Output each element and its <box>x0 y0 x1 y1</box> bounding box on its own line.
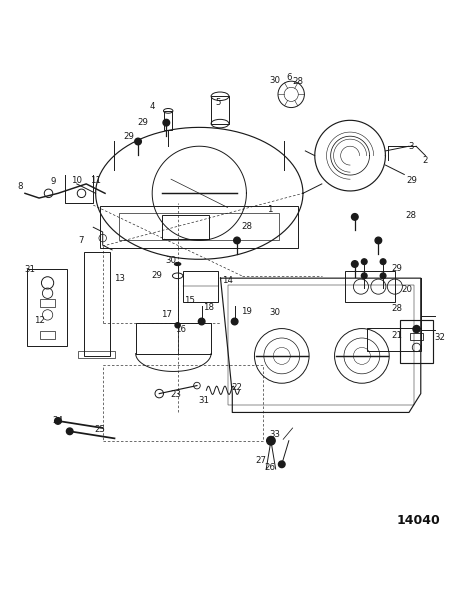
Circle shape <box>234 237 240 244</box>
Text: 28: 28 <box>392 304 403 313</box>
Text: 28: 28 <box>241 222 252 231</box>
Text: 29: 29 <box>406 176 417 185</box>
Text: 29: 29 <box>123 132 134 141</box>
Bar <box>40 299 55 307</box>
Text: 28: 28 <box>406 211 417 220</box>
Circle shape <box>380 259 386 264</box>
Text: 21: 21 <box>392 331 403 340</box>
Text: 23: 23 <box>170 390 181 399</box>
Text: 30: 30 <box>269 76 280 85</box>
Bar <box>78 351 116 358</box>
Circle shape <box>361 273 367 279</box>
Text: 29: 29 <box>152 271 162 280</box>
Circle shape <box>135 138 141 145</box>
Text: 31: 31 <box>24 265 35 274</box>
Text: 29: 29 <box>137 118 148 127</box>
Bar <box>346 271 395 302</box>
Bar <box>84 252 110 356</box>
Text: 1: 1 <box>267 206 273 214</box>
Bar <box>183 271 218 302</box>
Text: 19: 19 <box>241 307 252 315</box>
Text: 24: 24 <box>53 416 64 425</box>
Bar <box>211 96 229 124</box>
Bar <box>119 213 279 241</box>
Circle shape <box>352 261 358 267</box>
Text: 33: 33 <box>269 430 280 439</box>
Circle shape <box>198 318 205 325</box>
Text: 27: 27 <box>255 456 266 465</box>
Text: 3: 3 <box>409 142 414 151</box>
Circle shape <box>278 461 285 467</box>
Bar <box>366 328 421 351</box>
Text: 15: 15 <box>184 296 195 305</box>
Text: 29: 29 <box>392 264 402 273</box>
Text: 30: 30 <box>165 256 176 265</box>
Text: 30: 30 <box>269 308 280 317</box>
Circle shape <box>267 437 275 445</box>
Text: 32: 32 <box>434 333 445 342</box>
Bar <box>40 331 55 339</box>
Circle shape <box>380 273 386 279</box>
Text: 13: 13 <box>114 274 125 283</box>
Bar <box>100 206 298 248</box>
Text: 14: 14 <box>222 276 233 285</box>
Text: 10: 10 <box>71 176 82 185</box>
Ellipse shape <box>174 262 182 266</box>
Text: 17: 17 <box>161 311 172 320</box>
Bar <box>27 268 67 346</box>
Text: 31: 31 <box>199 396 210 405</box>
Text: 11: 11 <box>90 176 101 185</box>
Text: 4: 4 <box>149 102 155 110</box>
Circle shape <box>352 214 358 220</box>
Circle shape <box>412 325 421 333</box>
Circle shape <box>375 237 382 244</box>
Text: 16: 16 <box>175 326 186 334</box>
Text: 7: 7 <box>79 236 84 245</box>
Text: 6: 6 <box>286 73 292 82</box>
Circle shape <box>55 418 61 424</box>
Text: 20: 20 <box>401 285 412 294</box>
Text: 8: 8 <box>18 182 23 191</box>
Circle shape <box>174 322 181 328</box>
Text: 12: 12 <box>34 316 45 325</box>
Text: 18: 18 <box>203 304 214 312</box>
Text: 22: 22 <box>231 383 243 392</box>
Text: 26: 26 <box>264 463 275 472</box>
Circle shape <box>66 428 73 435</box>
Text: 5: 5 <box>215 98 221 107</box>
Bar <box>162 214 209 239</box>
Text: 14040: 14040 <box>397 514 440 527</box>
Text: 9: 9 <box>51 177 56 186</box>
Circle shape <box>163 119 170 126</box>
Bar <box>164 111 173 129</box>
Bar <box>228 285 414 405</box>
Circle shape <box>361 259 367 264</box>
Bar <box>410 333 423 340</box>
Text: 2: 2 <box>423 156 428 165</box>
Text: 28: 28 <box>293 77 304 86</box>
Bar <box>400 320 434 363</box>
Circle shape <box>231 318 238 325</box>
Text: 25: 25 <box>95 425 106 434</box>
